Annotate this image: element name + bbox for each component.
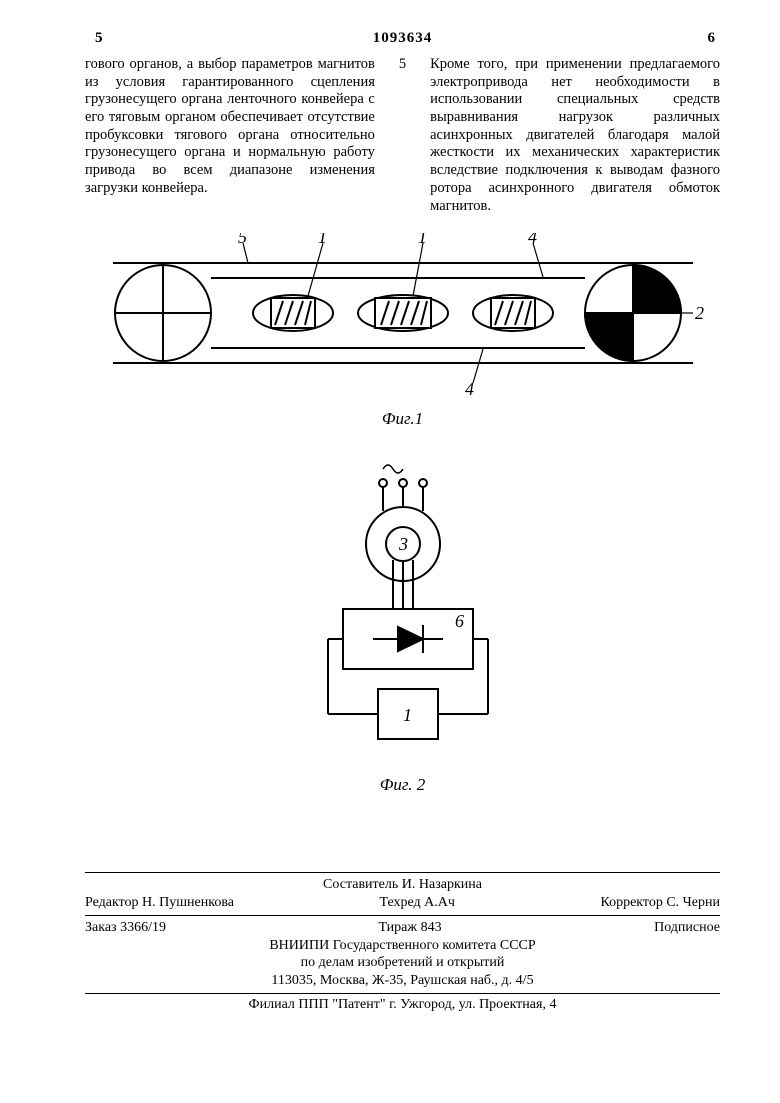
circulation-number: 843 — [421, 920, 442, 935]
fig1-label-4b: 4 — [465, 379, 474, 399]
figure-2-caption: Фиг. 2 — [380, 775, 426, 795]
fig1-label-1b: 1 — [418, 233, 427, 247]
fig1-label-2: 2 — [695, 303, 704, 323]
techred-label: Техред — [379, 895, 420, 910]
editor-name: Н. Пушненкова — [142, 895, 234, 910]
fig1-label-1a: 1 — [318, 233, 327, 247]
body-text-columns: гового органов, а выбор параметров магни… — [85, 56, 720, 215]
corrector-label: Корректор — [600, 895, 662, 910]
corrector-name: С. Черни — [666, 895, 720, 910]
page-number-right: 6 — [708, 30, 716, 47]
page-number-left: 5 — [95, 30, 103, 47]
order-label: Заказ — [85, 920, 117, 935]
editor-label: Редактор — [85, 895, 139, 910]
page-header: 5 1093634 6 — [85, 30, 720, 56]
fig2-label-3: 3 — [398, 534, 408, 554]
fig1-label-4a: 4 — [528, 233, 537, 247]
techred-name: А.Ач — [424, 895, 455, 910]
circulation-label: Тираж — [378, 920, 417, 935]
column-right: Кроме того, при применении предлагаемого… — [430, 56, 720, 215]
org-address: 113035, Москва, Ж-35, Раушская наб., д. … — [85, 972, 720, 990]
subscription: Подписное — [654, 920, 720, 936]
fig2-label-6: 6 — [455, 611, 464, 631]
colophon: Составитель И. Назаркина Редактор Н. Пуш… — [85, 869, 720, 1013]
compiler-label: Составитель — [323, 877, 398, 892]
figure-1: 5 1 1 4 4 2 — [93, 233, 713, 403]
figure-2: 3 6 1 — [283, 459, 523, 769]
fig1-label-5: 5 — [238, 233, 247, 247]
order-number: 3366/19 — [120, 920, 166, 935]
line-number-marker: 5 — [399, 56, 406, 215]
org-line-1: ВНИИПИ Государственного комитета СССР — [85, 937, 720, 955]
figure-1-caption: Фиг.1 — [382, 409, 423, 429]
column-left: гового органов, а выбор параметров магни… — [85, 56, 375, 215]
compiler-name: И. Назаркина — [402, 877, 482, 892]
branch-line: Филиал ППП "Патент" г. Ужгород, ул. Прое… — [85, 993, 720, 1013]
document-number: 1093634 — [373, 30, 433, 47]
org-line-2: по делам изобретений и открытий — [85, 954, 720, 972]
fig2-label-1: 1 — [403, 705, 412, 725]
